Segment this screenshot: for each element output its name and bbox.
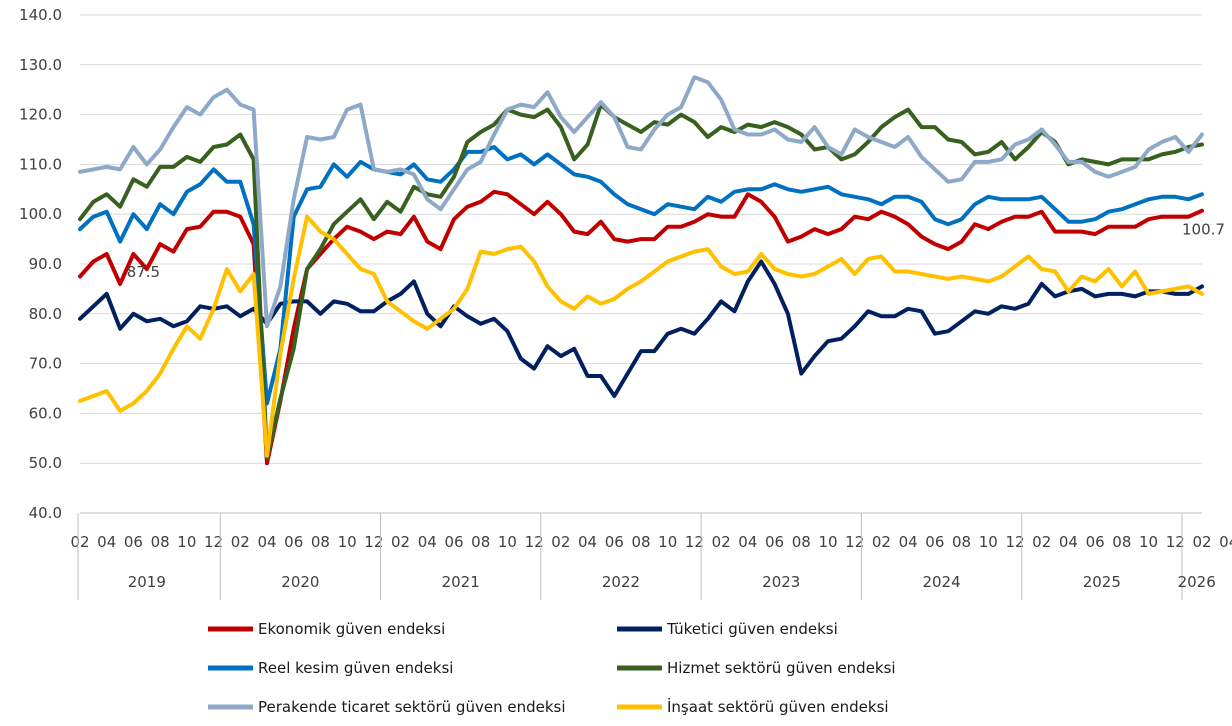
- series-line-0: [78, 189, 1204, 466]
- legend-label: Hizmet sektörü güven endeksi: [667, 659, 896, 677]
- x-tick-label: 10: [658, 533, 677, 551]
- x-tick-label: 04: [1219, 533, 1232, 551]
- x-tick-label: 08: [151, 533, 170, 551]
- x-tick-label: 06: [1086, 533, 1105, 551]
- x-tick-label: 12: [525, 533, 544, 551]
- x-tick-label: 04: [899, 533, 918, 551]
- x-tick-label: 02: [391, 533, 410, 551]
- data-label: 87.5: [127, 263, 160, 281]
- series-line-2: [78, 145, 1204, 406]
- x-tick-label: 12: [364, 533, 383, 551]
- x-tick-label: 12: [685, 533, 704, 551]
- y-tick-label: 90.0: [29, 255, 62, 273]
- x-tick-label: 10: [338, 533, 357, 551]
- y-tick-label: 140.0: [19, 6, 62, 24]
- x-tick-label: 02: [712, 533, 731, 551]
- y-tick-label: 50.0: [29, 454, 62, 472]
- year-label: 2020: [281, 573, 319, 591]
- y-tick-label: 100.0: [19, 205, 62, 223]
- year-label: 2025: [1083, 573, 1121, 591]
- series-line-5: [78, 214, 1204, 458]
- x-tick-label: 10: [979, 533, 998, 551]
- x-tick-label: 10: [1139, 533, 1158, 551]
- y-tick-label: 80.0: [29, 305, 62, 323]
- x-tick-label: 04: [1059, 533, 1078, 551]
- year-label: 2022: [602, 573, 640, 591]
- y-tick-label: 70.0: [29, 355, 62, 373]
- x-tick-label: 04: [578, 533, 597, 551]
- x-tick-label: 08: [952, 533, 971, 551]
- x-tick-label: 06: [765, 533, 784, 551]
- axes: 40.0 50.0 60.0 70.0 80.0 90.0 100.0 110.0 120.0 1…: [19, 6, 1232, 600]
- year-label: 2023: [762, 573, 800, 591]
- x-tick-label: 12: [204, 533, 223, 551]
- legend-label: İnşaat sektörü güven endeksi: [667, 697, 889, 716]
- x-tick-label: 08: [792, 533, 811, 551]
- x-tick-label: 12: [845, 533, 864, 551]
- x-tick-label: 10: [818, 533, 837, 551]
- y-tick-label: 40.0: [29, 504, 62, 522]
- y-tick-label: 60.0: [29, 404, 62, 422]
- x-tick-label: 02: [231, 533, 250, 551]
- x-tick-label: 04: [257, 533, 276, 551]
- x-tick-label: 12: [1166, 533, 1185, 551]
- x-tick-label: 10: [498, 533, 517, 551]
- year-label: 2026: [1178, 573, 1216, 591]
- x-tick-label: 08: [1112, 533, 1131, 551]
- x-tick-label: 02: [872, 533, 891, 551]
- x-tick-label: 10: [177, 533, 196, 551]
- x-tick-label: 08: [631, 533, 650, 551]
- x-tick-label: 06: [284, 533, 303, 551]
- x-tick-label: 02: [1192, 533, 1211, 551]
- x-tick-label: 06: [605, 533, 624, 551]
- year-label: 2019: [128, 573, 166, 591]
- x-tick-label: 08: [471, 533, 490, 551]
- y-tick-label: 110.0: [19, 155, 62, 173]
- x-tick-label: 08: [311, 533, 330, 551]
- x-tick-label: 04: [97, 533, 116, 551]
- data-label: 100.7: [1182, 221, 1225, 239]
- x-tick-label: 12: [1005, 533, 1024, 551]
- year-label: 2024: [922, 573, 960, 591]
- x-tick-label: 06: [124, 533, 143, 551]
- series-line-4: [78, 75, 1204, 329]
- legend-label: Tüketici güven endeksi: [666, 620, 838, 638]
- legend-label: Ekonomik güven endeksi: [258, 620, 445, 638]
- data-labels: 87.5 100.7: [127, 221, 1225, 281]
- x-tick-label: 02: [1032, 533, 1051, 551]
- series-line-3: [78, 102, 1204, 461]
- legend: Ekonomik güven endeksi Tüketici güven end…: [208, 620, 896, 716]
- legend-label: Perakende ticaret sektörü güven endeksi: [258, 698, 566, 716]
- x-tick-label: 04: [738, 533, 757, 551]
- x-tick-label: 02: [70, 533, 89, 551]
- x-tick-label: 06: [444, 533, 463, 551]
- year-label: 2021: [442, 573, 480, 591]
- y-tick-label: 130.0: [19, 56, 62, 74]
- x-tick-label: 06: [925, 533, 944, 551]
- legend-label: Reel kesim güven endeksi: [258, 659, 453, 677]
- x-tick-label: 04: [418, 533, 437, 551]
- x-tick-label: 02: [551, 533, 570, 551]
- y-tick-label: 120.0: [19, 106, 62, 124]
- series-lines: [78, 75, 1204, 466]
